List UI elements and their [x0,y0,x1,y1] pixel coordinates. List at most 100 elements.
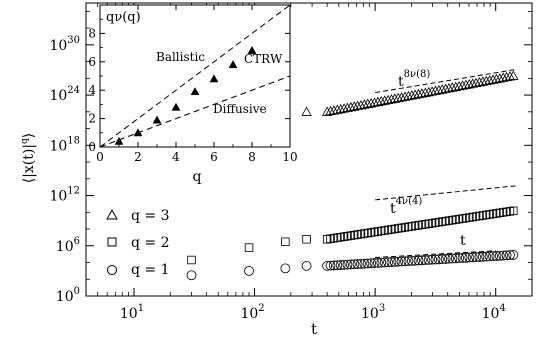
data-point-circle [454,253,465,264]
data-point-triangle [481,75,492,86]
annotation-t8v8: t8ν(8) [398,69,430,90]
data-point-circle [488,251,498,262]
data-point-square [322,235,332,244]
data-point-triangle [504,71,516,81]
data-point-triangle [477,76,489,86]
data-point-circle [366,258,377,269]
data-point-circle [332,260,343,271]
data-point-square [333,233,342,242]
data-point-circle [471,252,481,263]
data-point-triangle [423,86,434,97]
data-point-square [434,217,444,227]
reference-line-diffusive [99,75,291,148]
data-point-square [383,225,393,235]
inset-data-point [152,115,162,124]
y-tick-label: 1030 [49,35,80,54]
y-tick-label-base: 10 [49,189,67,205]
data-point-circle [474,252,485,262]
data-point-circle [413,255,424,266]
data-point-triangle [487,74,499,84]
main-series-group [186,70,519,281]
data-point-square [475,211,484,221]
data-point-triangle [470,77,482,88]
data-point-square [485,210,494,219]
data-point-circle [430,254,441,265]
data-point-circle [352,259,363,269]
x-tick-label-base: 10 [361,306,379,322]
data-point-square [441,216,450,226]
data-point-triangle [355,99,367,110]
data-point-triangle [328,105,340,115]
data-point-square [417,220,427,230]
data-point-triangle [372,96,384,107]
data-point-triangle [393,92,404,103]
data-point-square [498,208,508,217]
x-tick-label-base: 10 [240,306,258,322]
data-point-triangle [460,79,472,89]
data-point-circle [484,251,495,262]
data-point-square [468,212,477,222]
y-tick-label-exponent: 6 [74,236,80,247]
inset-data-point [228,60,238,69]
data-point-square [326,234,335,243]
data-point-triangle [335,103,346,114]
data-point-triangle [453,80,465,91]
y-tick-label: 1024 [49,85,80,104]
legend-circle-marker [107,265,117,275]
data-point-triangle [399,91,411,101]
inset-x-axis-label: q [193,169,202,185]
inset-y-tick-label: 2 [88,112,96,126]
y-tick-label: 106 [56,236,80,255]
data-point-circle [406,255,417,266]
data-point-triangle [359,99,370,109]
data-point-triangle [396,92,407,102]
data-point-triangle [321,106,333,116]
inset-background [100,5,290,147]
data-point-triangle [349,101,360,111]
data-point-square [350,230,359,240]
data-point-circle [362,258,373,269]
x-tick-label-exponent: 3 [379,303,385,314]
data-point-square [424,219,433,228]
x-tick-label-exponent: 4 [499,303,505,314]
data-point-triangle [362,98,373,108]
data-point-triangle [457,80,468,90]
data-point-circle [494,250,505,261]
inset-reference-lines [99,4,291,148]
inset-x-tick-label: 0 [96,150,104,164]
data-point-circle [342,259,353,270]
inset-data-point [171,102,181,111]
x-tick-label: 101 [120,303,144,322]
annotation-t4v4-exp: 4ν(4) [396,196,423,207]
data-point-triangle [379,95,390,105]
data-point-circle [400,256,410,267]
data-point-circle [457,253,468,263]
data-point-triangle [437,84,448,94]
series-square [187,206,518,265]
data-point-square [502,207,511,217]
data-point-circle [386,257,397,267]
data-point-square [509,206,518,216]
data-point-square [390,224,400,234]
data-point-circle [461,252,471,263]
inset-x-tick-label: 10 [282,150,297,164]
data-point-triangle [345,101,357,112]
annotation-t4v4-base: t [390,201,396,217]
y-tick-label-exponent: 12 [67,186,80,197]
inset-x-tick-label: 4 [172,150,180,164]
data-point-square [356,229,366,239]
data-point-circle [505,250,515,261]
y-tick-label: 1018 [49,135,80,154]
inset-x-tick-label: 6 [210,150,218,164]
data-point-square [353,230,362,239]
data-point-circle [383,257,393,268]
data-point-circle [369,258,380,268]
data-point-circle [335,260,346,270]
y-tick-label: 1012 [49,186,80,205]
data-point-square [421,220,430,229]
data-point-square [339,232,349,241]
data-point-square [366,228,376,237]
data-point-square [414,221,423,230]
main-plot-frame [85,2,533,297]
